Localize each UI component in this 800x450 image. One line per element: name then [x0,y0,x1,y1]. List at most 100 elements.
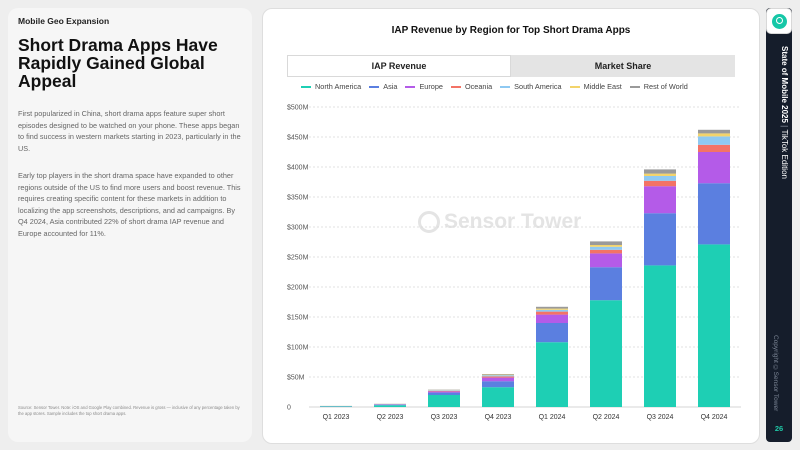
bar-segment [590,246,622,250]
y-tick-label: $250M [287,255,309,262]
bar-segment [428,395,460,407]
rail-separator: | [780,125,789,128]
y-tick-label: $500M [287,105,309,112]
bar-segment [644,186,676,214]
bar-segment [428,391,460,393]
detail-paragraph: Early top players in the short drama spa… [18,171,241,238]
bar-segment [536,308,568,310]
bar-segment [590,249,622,254]
legend-label: Asia [383,82,398,91]
bar-segment [374,405,406,407]
bar-segment [644,169,676,174]
bar-segment [536,314,568,323]
bar-segment [590,253,622,268]
bar-segment [428,390,460,391]
logo-mark-icon [771,13,787,29]
x-tick-label: Q3 2023 [431,414,458,421]
y-tick-label: $350M [287,195,309,202]
x-tick-label: Q4 2023 [485,414,512,421]
legend-swatch [301,85,311,88]
legend-label: Europe [419,82,443,91]
bar-segment [590,267,622,301]
bar-segment [428,390,460,392]
legend-item: Rest of World [629,82,688,91]
y-tick-label: $150M [287,315,309,322]
left-panel [8,8,252,442]
rail-title: State of Mobile 2025 | TikTok Edition [769,46,789,246]
legend-item: Asia [369,82,397,91]
sensor-tower-logo-icon [418,211,440,233]
legend-label: South America [514,82,562,91]
y-tick-label: $450M [287,135,309,142]
chart-title: IAP Revenue by Region for Top Short Dram… [391,25,631,36]
page-number: 26 [774,424,784,433]
x-tick-label: Q2 2023 [377,414,404,421]
section-tag: Mobile Geo Expansion [18,16,110,26]
y-tick-label: $100M [287,345,309,352]
rail-title-light: TikTok Edition [780,129,789,179]
bar-segment [698,244,730,407]
bar-segment [644,176,676,181]
bar-segment [482,376,514,378]
bar-segment [644,180,676,187]
sensor-tower-logo-icon [766,8,792,34]
x-tick-label: Q4 2024 [701,414,728,421]
page-title: Short Drama Apps Have Rapidly Gained Glo… [18,35,218,91]
bar-segment [698,144,730,152]
source-footnote: Source: Sensor Tower. Note: iOS and Goog… [18,405,240,416]
bar-segment [698,183,730,245]
legend-swatch [629,85,640,88]
bar-segment [590,245,622,247]
bar-segment [698,136,730,145]
bar-segment [536,306,568,309]
tab-market-share[interactable]: Market Share [511,55,735,77]
chart-panel: IAP Revenue by Region for Top Short Dram… [262,8,760,444]
bar-segment [536,342,568,407]
bar-segment [536,309,568,312]
x-tick-label: Q1 2023 [323,414,350,421]
legend-label: North America [315,82,362,91]
bar-segment [482,374,514,376]
bar-segment [482,377,514,382]
rail-title-bold: State of Mobile 2025 [780,46,789,123]
legend-item: North America [301,82,361,91]
bar-segment [374,404,406,406]
bar-segment [320,406,352,407]
legend-label: Middle East [583,82,622,91]
y-tick-label: $200M [287,285,309,292]
bar-segment [590,300,622,407]
bar-segment [644,265,676,407]
bar-segment [644,213,676,266]
legend-label: Oceania [464,82,493,91]
legend-swatch [405,85,416,88]
bar-segment [536,323,568,343]
bar-segment [536,311,568,315]
bar-segment [644,173,676,176]
legend-item: South America [500,82,562,91]
legend-swatch [500,85,511,88]
bar-segment [698,133,730,137]
y-tick-label: 0 [287,405,291,412]
bar-segment [590,241,622,245]
bar-segment [482,387,514,407]
legend-label: Rest of World [643,82,688,91]
legend-swatch [450,85,461,88]
x-tick-label: Q1 2024 [539,414,566,421]
y-tick-label: $400M [287,165,309,172]
y-tick-label: $300M [287,225,309,232]
x-tick-label: Q2 2024 [593,414,620,421]
x-tick-label: Q3 2024 [647,414,674,421]
chart-legend: North America Asia Europe Oceania South Amer… [301,82,688,91]
bar-segment [428,392,460,395]
bar-chart: 0 $50M $100M $150M $200M $250M $300M $350M $400M… [287,105,741,421]
tab-iap-revenue[interactable]: IAP Revenue [287,55,511,77]
bar-segment [482,381,514,388]
copyright: Copyright ©Sensor Tower [772,335,779,412]
bar-segment [482,375,514,377]
intro-paragraph: First popularized in China, short drama … [18,109,241,153]
legend-item: Middle East [569,82,622,91]
legend-swatch [569,85,580,88]
y-tick-label: $50M [287,375,305,382]
legend-swatch [369,85,380,88]
bar-segment [698,129,730,134]
